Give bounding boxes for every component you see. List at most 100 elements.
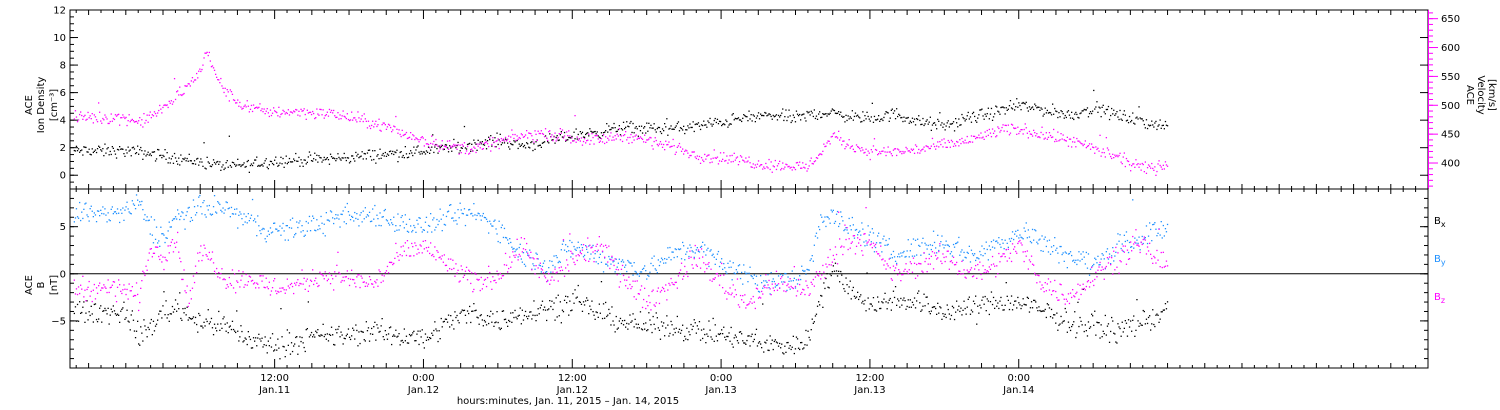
data-point bbox=[176, 160, 178, 162]
data-point bbox=[386, 126, 389, 128]
data-point bbox=[664, 123, 666, 125]
data-point bbox=[163, 155, 165, 158]
data-point bbox=[133, 294, 136, 297]
data-point bbox=[962, 141, 964, 143]
data-point bbox=[665, 140, 667, 142]
data-point bbox=[446, 140, 449, 142]
data-point bbox=[927, 146, 929, 148]
data-point bbox=[259, 338, 261, 340]
data-point bbox=[648, 138, 650, 140]
data-point bbox=[634, 127, 636, 129]
data-point bbox=[433, 329, 435, 332]
data-point bbox=[295, 108, 297, 111]
data-point bbox=[314, 336, 316, 338]
data-point bbox=[877, 154, 879, 156]
data-point bbox=[660, 132, 663, 135]
data-point bbox=[1062, 320, 1064, 323]
data-point bbox=[1005, 282, 1007, 284]
data-point bbox=[201, 259, 203, 262]
data-point bbox=[333, 109, 335, 112]
data-point bbox=[407, 342, 410, 344]
data-point bbox=[427, 339, 430, 341]
data-point bbox=[386, 220, 389, 222]
data-point bbox=[886, 111, 888, 114]
data-point bbox=[519, 243, 521, 245]
data-point bbox=[320, 157, 322, 159]
data-point bbox=[474, 142, 476, 144]
data-point bbox=[1093, 324, 1095, 326]
data-point bbox=[318, 114, 320, 116]
data-point bbox=[1076, 263, 1078, 266]
data-point bbox=[868, 152, 870, 154]
data-point bbox=[766, 166, 768, 168]
data-point bbox=[390, 150, 392, 152]
data-point bbox=[298, 345, 300, 347]
data-point bbox=[1131, 246, 1133, 248]
data-point bbox=[952, 243, 955, 246]
data-point bbox=[920, 310, 922, 312]
data-point bbox=[180, 215, 182, 217]
data-point bbox=[770, 115, 772, 118]
data-point bbox=[930, 145, 932, 147]
data-point bbox=[853, 237, 856, 239]
data-point bbox=[121, 212, 123, 214]
data-point bbox=[100, 305, 102, 307]
data-point bbox=[476, 214, 478, 217]
data-point bbox=[730, 123, 732, 125]
data-point bbox=[129, 290, 131, 292]
data-point bbox=[372, 150, 374, 152]
data-point bbox=[364, 340, 366, 342]
data-point bbox=[359, 214, 361, 216]
data-point bbox=[256, 345, 258, 347]
data-point bbox=[119, 124, 121, 126]
data-point bbox=[1162, 224, 1164, 227]
data-point bbox=[201, 68, 203, 71]
data-point bbox=[422, 229, 424, 231]
data-point bbox=[139, 301, 141, 304]
data-point bbox=[1130, 170, 1132, 172]
data-point bbox=[110, 308, 112, 310]
data-point bbox=[631, 265, 633, 267]
data-point bbox=[726, 335, 728, 338]
data-point bbox=[518, 136, 520, 139]
data-point bbox=[425, 216, 428, 218]
data-point bbox=[421, 231, 423, 233]
data-point bbox=[744, 161, 746, 163]
data-point bbox=[248, 275, 250, 277]
data-point bbox=[1055, 322, 1057, 324]
data-point bbox=[615, 258, 617, 260]
data-point bbox=[286, 329, 288, 331]
data-point bbox=[823, 113, 825, 116]
data-point bbox=[437, 340, 439, 343]
data-point bbox=[388, 124, 391, 126]
data-point bbox=[224, 209, 226, 211]
data-point bbox=[1087, 321, 1090, 323]
data-point bbox=[129, 212, 131, 214]
data-point bbox=[85, 300, 87, 302]
data-point bbox=[210, 66, 213, 68]
data-point bbox=[959, 310, 961, 313]
data-point bbox=[1086, 335, 1089, 337]
data-point bbox=[873, 251, 876, 253]
data-point bbox=[300, 283, 302, 285]
data-point bbox=[810, 329, 812, 331]
data-point bbox=[333, 289, 335, 291]
data-point bbox=[380, 157, 382, 159]
data-point bbox=[400, 151, 402, 153]
data-point bbox=[1031, 135, 1034, 137]
data-point bbox=[486, 220, 489, 223]
data-point bbox=[232, 162, 235, 164]
data-point bbox=[558, 133, 560, 135]
data-point bbox=[643, 267, 645, 269]
data-point bbox=[168, 157, 170, 159]
data-point bbox=[1078, 325, 1080, 328]
data-point bbox=[546, 319, 548, 322]
data-point bbox=[449, 145, 451, 147]
data-point bbox=[354, 338, 356, 340]
data-point bbox=[729, 123, 731, 125]
data-point bbox=[76, 303, 79, 306]
data-point bbox=[345, 335, 347, 337]
data-point bbox=[735, 118, 737, 120]
data-point bbox=[670, 125, 672, 127]
data-point bbox=[639, 130, 642, 132]
